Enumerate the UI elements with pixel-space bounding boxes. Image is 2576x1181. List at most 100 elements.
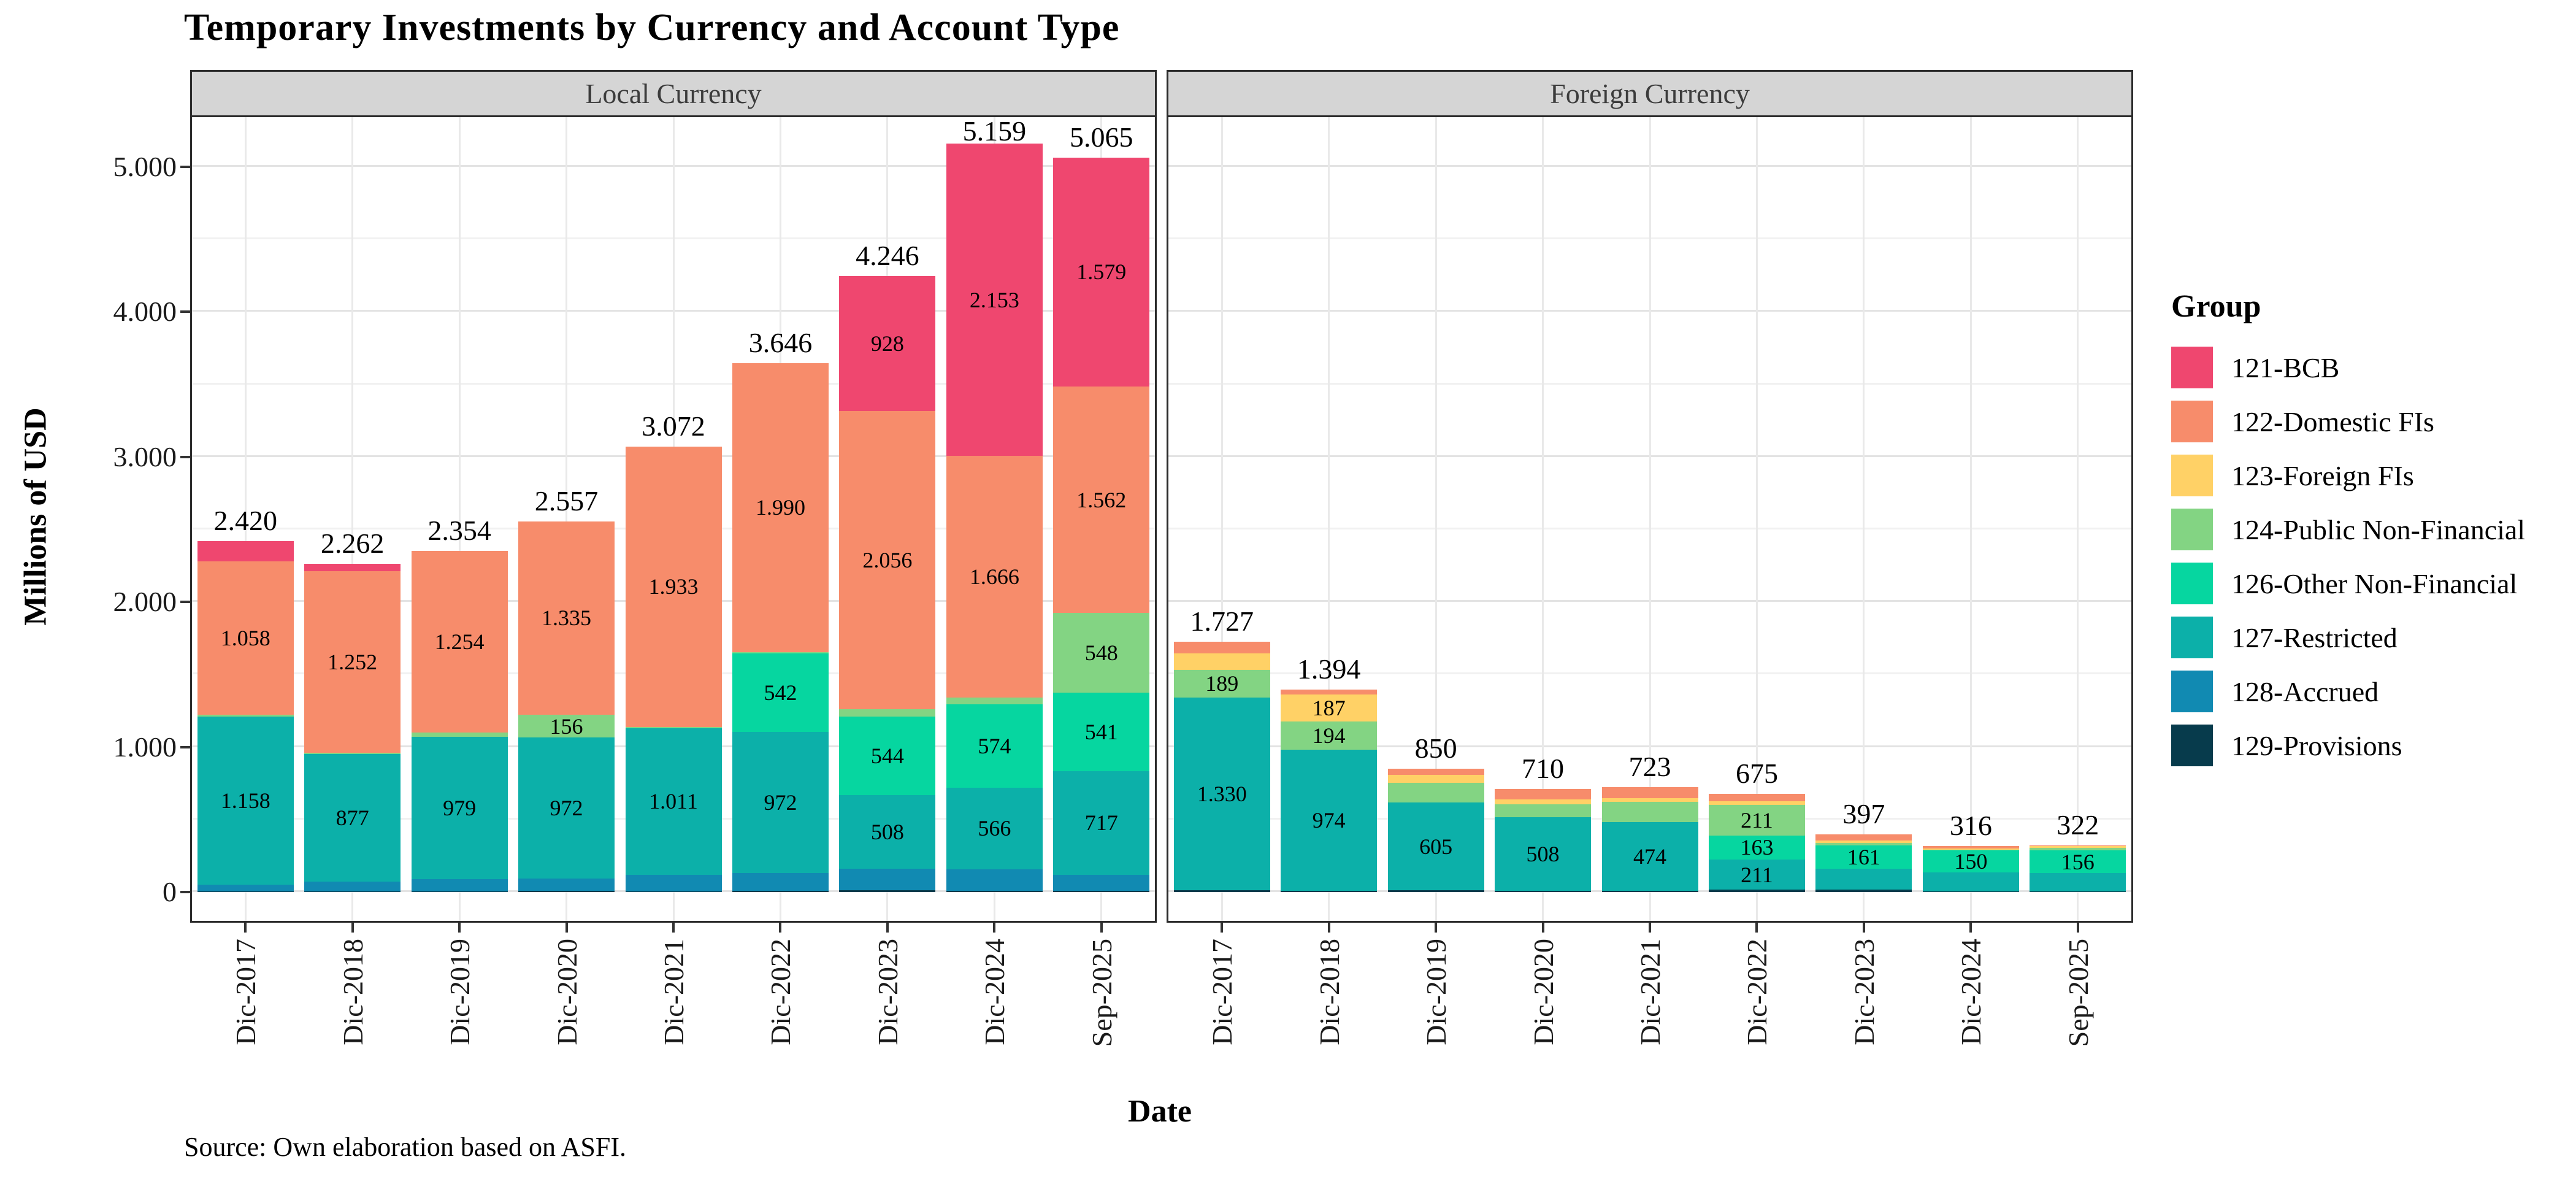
bar-segment-122: 2.056 (839, 410, 936, 709)
y-tick-mark (180, 166, 190, 168)
bar-segment-127 (2030, 873, 2126, 892)
x-tick-mark (1969, 923, 1972, 933)
bar-segment-122 (1495, 789, 1592, 799)
bar-segment-129 (732, 891, 829, 892)
bar-total-label: 3.072 (642, 410, 705, 442)
legend-item: 122-Domestic FIs (2171, 394, 2525, 448)
segment-label: 972 (764, 790, 797, 815)
gridline-v (2077, 117, 2079, 921)
bar-segment-127 (1922, 872, 2019, 892)
bar-segment-123 (1708, 801, 1805, 806)
bar-total-label: 397 (1842, 798, 1885, 830)
segment-label: 187 (1312, 695, 1346, 720)
legend-swatch-124 (2171, 509, 2213, 550)
bar-segment-121 (197, 540, 294, 562)
source-caption: Source: Own elaboration based on ASFI. (184, 1132, 626, 1162)
bar-segment-128 (946, 869, 1043, 891)
segment-label: 928 (870, 331, 904, 356)
bar-segment-123 (1922, 848, 2019, 850)
gridline-v (458, 117, 461, 921)
y-tick-mark (180, 891, 190, 893)
bar-segment-127: 211 (1708, 859, 1805, 890)
bar-segment-122: 1.666 (946, 456, 1043, 698)
segment-label: 1.058 (220, 626, 270, 651)
x-tick-label: Dic-2017 (1206, 939, 1238, 1045)
legend-item-label: 129-Provisions (2231, 729, 2402, 761)
legend: Group 121-BCB 122-Domestic FIs 123-Foreign… (2171, 288, 2525, 772)
facet-panel-local: Local Currency 1.158 1.058 2.420 877 1.252 2.… (190, 70, 1157, 923)
bar-segment-126: 163 (1708, 836, 1805, 860)
gridline-v (1221, 117, 1223, 921)
facet-strip-foreign-label: Foreign Currency (1550, 78, 1750, 109)
bar-segment-121: 1.579 (1053, 157, 1150, 387)
x-tick-mark (1221, 923, 1224, 933)
bar-segment-122: 1.933 (625, 446, 722, 727)
legend-swatch-122 (2171, 401, 2213, 442)
x-tick-mark (1862, 923, 1865, 933)
bar-segment-123 (1815, 841, 1912, 843)
bar: 161 (1815, 834, 1912, 892)
x-tick-mark (886, 923, 889, 933)
bar-segment-129 (946, 891, 1043, 892)
bar: 1.158 1.058 (197, 540, 294, 892)
x-tick-label: Dic-2019 (1420, 939, 1452, 1045)
segment-label: 548 (1084, 640, 1118, 665)
bar-total-label: 316 (1949, 810, 1992, 842)
segment-label: 1.011 (649, 789, 698, 814)
bar-segment-124 (625, 726, 722, 728)
legend-items: 121-BCB 122-Domestic FIs 123-Foreign FIs 12… (2171, 340, 2525, 772)
bar-segment-127: 974 (1281, 749, 1378, 891)
bar-segment-129 (411, 891, 508, 892)
bar-segment-129 (197, 891, 294, 892)
x-tick-mark (244, 923, 247, 933)
bar-segment-124: 548 (1053, 613, 1150, 693)
bar-segment-124 (1495, 804, 1592, 817)
x-tick-label: Dic-2022 (765, 939, 797, 1045)
segment-label: 544 (870, 743, 904, 768)
legend-item: 124-Public Non-Financial (2171, 502, 2525, 556)
bar: 877 1.252 (304, 564, 401, 892)
bar-segment-127: 605 (1387, 802, 1484, 891)
bar-segment-123 (1387, 775, 1484, 783)
bar-segment-128 (839, 869, 936, 891)
y-tick-label: 5.000 (113, 151, 177, 182)
segment-label: 1.666 (969, 564, 1019, 590)
bar-segment-126: 542 (732, 653, 829, 733)
facet-strip-local-label: Local Currency (585, 78, 762, 109)
x-tick-mark (1327, 923, 1330, 933)
y-tick-label: 1.000 (113, 731, 177, 763)
bar: 566 574 1.666 2.153 (946, 144, 1043, 892)
x-tick-label: Dic-2018 (337, 939, 369, 1045)
bar-segment-128 (411, 879, 508, 891)
x-tick-label: Dic-2017 (230, 939, 262, 1045)
bar-segment-129 (625, 891, 722, 892)
bar-segment-127: 717 (1053, 771, 1150, 875)
bar-segment-127: 1.158 (197, 716, 294, 885)
bar-segment-129 (1281, 890, 1378, 892)
bar-segment-127: 972 (518, 737, 615, 879)
segment-label: 574 (978, 733, 1011, 758)
segment-label: 1.562 (1076, 487, 1127, 512)
segment-label: 1.330 (1197, 781, 1247, 806)
plot-area-local: 1.158 1.058 2.420 877 1.252 2.262 979 1.254 2.35… (192, 117, 1155, 921)
bar: 1.330 189 (1173, 641, 1270, 892)
bar-total-label: 850 (1414, 733, 1457, 764)
bar: 972 156 1.335 (518, 521, 615, 892)
bar-segment-121 (304, 564, 401, 571)
segment-label: 541 (1084, 719, 1118, 744)
bar-segment-129 (1387, 890, 1484, 892)
legend-item: 128-Accrued (2171, 664, 2525, 718)
bar-segment-122: 1.252 (304, 571, 401, 753)
bar-segment-124 (1815, 842, 1912, 846)
bar-segment-129 (1053, 890, 1150, 892)
bar-segment-124: 194 (1281, 721, 1378, 750)
segment-label: 717 (1084, 810, 1118, 836)
x-tick-label: Dic-2020 (551, 939, 583, 1045)
y-tick-mark (180, 455, 190, 458)
bar: 1.011 1.933 (625, 446, 722, 892)
gridline-v (351, 117, 354, 921)
bar-segment-129 (1173, 890, 1270, 892)
x-tick-label: Dic-2019 (444, 939, 476, 1045)
bar-segment-129 (1815, 889, 1912, 892)
bar-segment-122: 1.254 (411, 550, 508, 733)
